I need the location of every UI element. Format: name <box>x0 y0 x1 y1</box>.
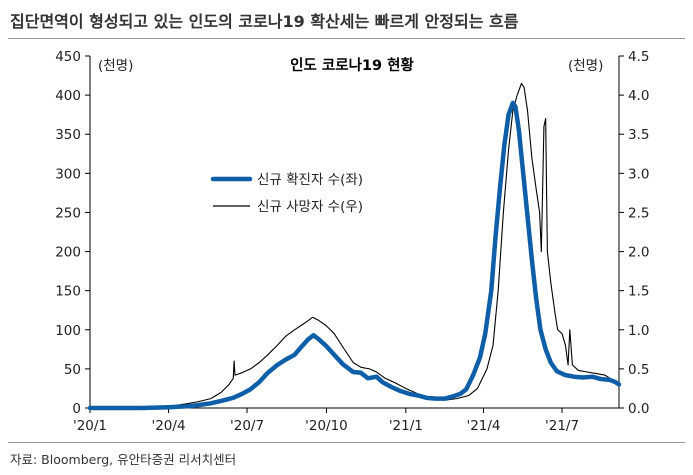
right-tick-label: 4.0 <box>628 88 649 104</box>
left-tick-label: 250 <box>55 205 81 221</box>
x-tick-label: '20/10 <box>305 418 348 434</box>
right-tick-label: 3.0 <box>628 166 649 182</box>
right-tick-label: 0.5 <box>628 362 649 378</box>
right-tick-label: 3.5 <box>628 127 649 143</box>
axes: 0 50 100 150 200 250 300 350 400 450 0.0 0.5 1.0 1.5 2… <box>55 49 649 434</box>
left-axis-unit: (천명) <box>98 58 133 74</box>
x-tick-label: '21/4 <box>466 418 500 434</box>
headline: 집단면역이 형성되고 있는 인도의 코로나19 확산세는 빠르게 안정되는 흐름 <box>10 12 519 31</box>
left-tick-label: 0 <box>72 401 81 417</box>
x-tick-label: '21/1 <box>389 418 423 434</box>
series-line-new-deaths <box>90 82 620 409</box>
left-tick-label: 200 <box>55 245 81 261</box>
right-tick-label: 2.0 <box>628 245 649 261</box>
right-tick-label: 1.5 <box>628 284 649 300</box>
x-tick-label: '20/7 <box>230 418 264 434</box>
bottom-divider <box>8 442 685 443</box>
right-tick-label: 4.5 <box>628 49 649 65</box>
series-line-new-cases <box>87 100 622 411</box>
chart-title: 인도 코로나19 현황 <box>290 56 414 74</box>
x-tick-label: '20/4 <box>152 418 186 434</box>
left-tick-label: 100 <box>55 323 81 339</box>
right-tick-label: 0.0 <box>628 401 649 417</box>
left-tick-label: 350 <box>55 127 81 143</box>
right-axis-unit: (천명) <box>568 58 603 74</box>
left-tick-label: 450 <box>55 49 81 65</box>
legend-label-cases: 신규 확진자 수(좌) <box>257 172 363 188</box>
left-tick-label: 300 <box>55 166 81 182</box>
left-tick-label: 400 <box>55 88 81 104</box>
left-tick-label: 150 <box>55 284 81 300</box>
right-tick-label: 1.0 <box>628 323 649 339</box>
legend-label-deaths: 신규 사망자 수(우) <box>257 199 363 215</box>
x-tick-label: '21/7 <box>545 418 579 434</box>
right-tick-label: 2.5 <box>628 205 649 221</box>
series-lines <box>87 82 622 411</box>
legend: 신규 확진자 수(좌) 신규 사망자 수(우) <box>210 172 363 215</box>
left-tick-label: 50 <box>64 362 81 378</box>
x-tick-label: '20/1 <box>73 418 107 434</box>
top-divider <box>8 38 685 39</box>
source-note: 자료: Bloomberg, 유안타증권 리서치센터 <box>10 452 237 467</box>
